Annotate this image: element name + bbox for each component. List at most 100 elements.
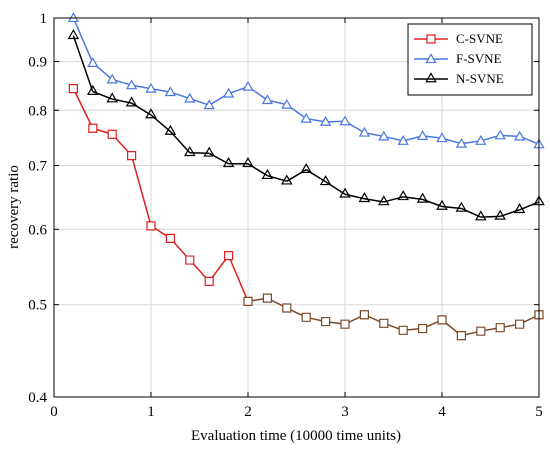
data-point [300, 162, 313, 174]
data-point [494, 209, 507, 220]
series-layer [67, 12, 545, 341]
data-point [242, 80, 254, 91]
data-point [262, 293, 272, 303]
data-point [164, 124, 177, 135]
x-tick-label: 4 [438, 404, 446, 420]
x-tick-label: 5 [535, 404, 543, 420]
series-n-svne [67, 29, 545, 221]
series-line-segment [519, 201, 540, 211]
data-point [281, 98, 293, 109]
data-point [321, 316, 331, 327]
data-point [436, 199, 448, 210]
data-point [87, 57, 99, 68]
data-point [340, 319, 350, 329]
data-point [339, 187, 351, 198]
legend-marker [425, 72, 437, 83]
series-line-segment [72, 88, 94, 129]
y-tick-label: 0.5 [28, 298, 47, 314]
y-axis-label: recovery ratio [6, 165, 22, 249]
data-point [224, 251, 234, 261]
data-point [301, 312, 311, 322]
series-line-segment [208, 152, 229, 165]
data-point [222, 157, 235, 168]
x-tick-label: 1 [147, 404, 155, 420]
series-line-segment [325, 181, 346, 195]
series-line-segment [461, 207, 482, 218]
x-tick-label: 2 [244, 404, 252, 420]
data-point [106, 73, 118, 84]
legend-label: N-SVNE [456, 71, 504, 86]
series-line-segment [286, 169, 307, 182]
data-point [67, 12, 80, 23]
y-tick-label: 0.8 [28, 103, 47, 119]
data-point [261, 94, 274, 105]
data-point [300, 112, 312, 123]
data-point [358, 192, 371, 203]
y-tick-label: 0.6 [28, 222, 47, 238]
x-tick-label: 0 [50, 404, 58, 420]
series-line-segment [227, 255, 249, 302]
data-point [145, 108, 157, 119]
data-point [203, 146, 216, 157]
data-point [398, 325, 408, 335]
data-point [88, 123, 98, 133]
data-point [418, 323, 428, 334]
data-point [359, 310, 369, 320]
data-point [282, 303, 292, 313]
data-point [494, 129, 506, 140]
data-point [280, 174, 293, 185]
legend: C-SVNE F-SVNE N-SVNE [407, 23, 533, 96]
data-point [476, 326, 486, 336]
data-point [185, 255, 195, 265]
data-point [243, 296, 253, 307]
legend-label: F-SVNE [456, 51, 502, 66]
data-point [222, 87, 235, 98]
data-point [204, 276, 214, 286]
data-point [242, 157, 254, 168]
data-point [455, 137, 468, 148]
data-point [165, 233, 175, 243]
data-point [339, 115, 351, 126]
data-point [513, 203, 526, 214]
plot-frame [53, 17, 540, 398]
series-line-segment [72, 35, 94, 92]
data-point [319, 175, 332, 186]
data-point [106, 92, 119, 103]
legend-label: C-SVNE [456, 31, 503, 46]
data-point [474, 210, 487, 221]
ticks: 0 1 2 3 4 5 0.4 0.5 0.6 0.7 0.8 0.9 1 [28, 11, 543, 420]
series-c-svne [68, 84, 544, 341]
data-point [68, 84, 78, 94]
data-point [437, 315, 447, 325]
data-point [67, 29, 80, 40]
data-point [397, 135, 409, 145]
data-point [127, 151, 137, 161]
data-point [261, 168, 274, 180]
data-point [416, 130, 429, 140]
data-point [475, 135, 487, 145]
data-point [379, 318, 389, 328]
data-point [125, 96, 138, 107]
legend-marker [426, 34, 436, 44]
series-line-segment [169, 131, 191, 154]
data-point [456, 331, 466, 341]
legend-marker [425, 53, 437, 64]
series-line-segment [72, 17, 94, 64]
data-point [184, 92, 196, 103]
data-point [107, 129, 117, 139]
data-point [183, 146, 196, 157]
series-line-segment [131, 102, 152, 116]
x-axis-label: Evaluation time (10000 time units) [191, 428, 401, 444]
data-point [146, 221, 156, 231]
data-point [86, 84, 99, 95]
series-line-segment [130, 155, 152, 227]
series-f-svne [67, 12, 545, 149]
data-point [436, 132, 448, 143]
y-tick-label: 0.9 [28, 55, 47, 71]
data-point [203, 99, 215, 110]
data-point [358, 126, 371, 137]
data-point [378, 130, 390, 141]
y-tick-label: 0.7 [28, 159, 47, 175]
